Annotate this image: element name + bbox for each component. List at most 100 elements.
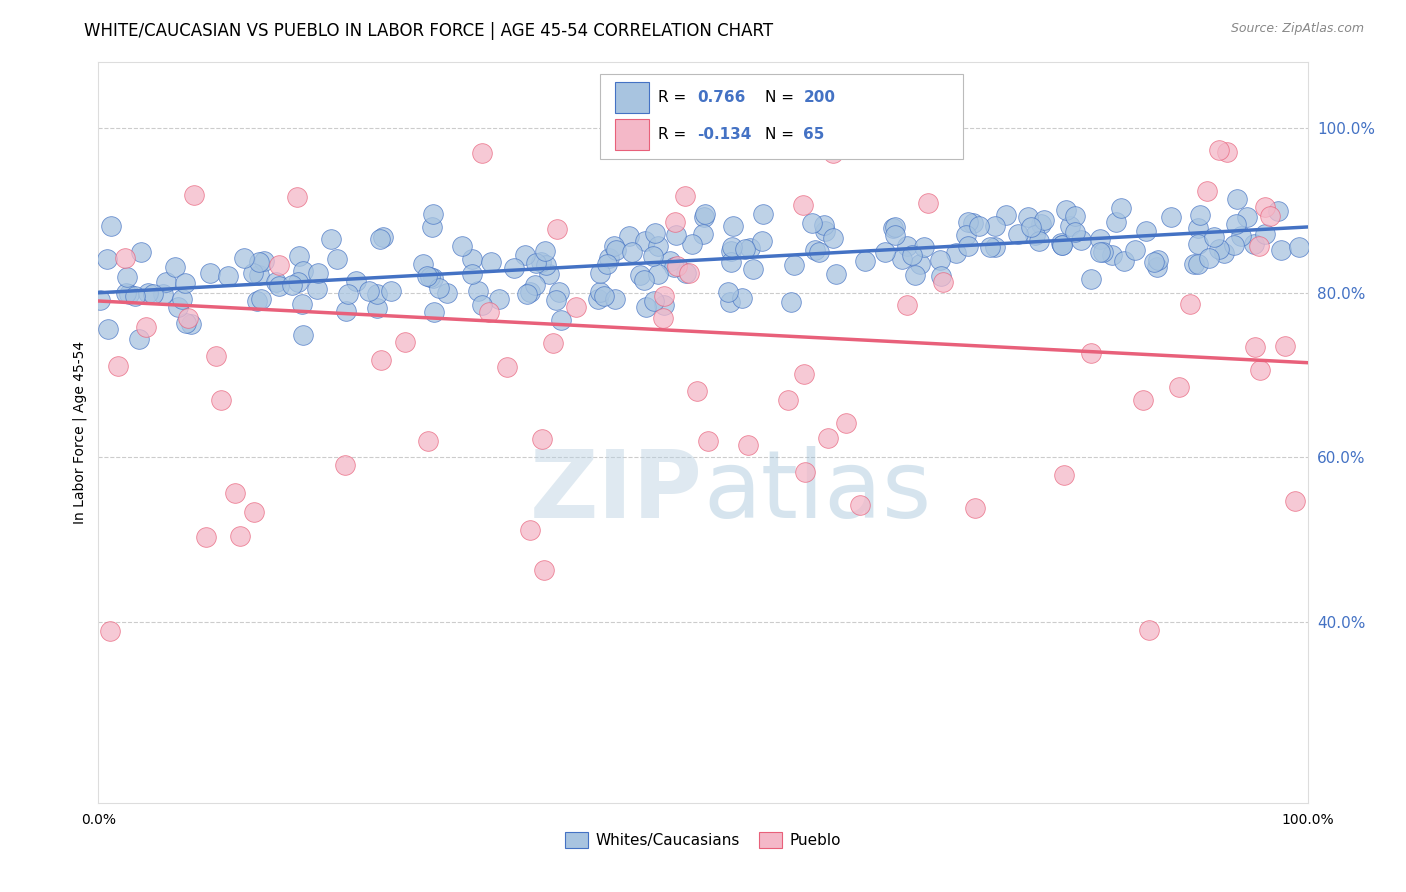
Point: [896, 298, 918, 312]
Point: [593, 289, 616, 303]
Point: [731, 292, 754, 306]
Point: [776, 392, 799, 407]
Point: [467, 284, 489, 298]
Point: [1123, 243, 1146, 257]
FancyBboxPatch shape: [600, 73, 963, 159]
Point: [321, 232, 343, 246]
Point: [1146, 260, 1168, 275]
Point: [1142, 255, 1164, 269]
Point: [849, 498, 872, 512]
Point: [96, 252, 118, 266]
Point: [217, 268, 239, 283]
Point: [519, 523, 541, 537]
Point: [823, 231, 845, 245]
Point: [537, 267, 560, 281]
Point: [1028, 234, 1050, 248]
Point: [891, 252, 914, 266]
Point: [98, 624, 121, 638]
Point: [307, 267, 329, 281]
Point: [651, 310, 673, 325]
Point: [394, 335, 416, 350]
Point: [117, 287, 139, 301]
Point: [652, 298, 675, 312]
Point: [1274, 339, 1296, 353]
Point: [1243, 340, 1265, 354]
Point: [205, 349, 228, 363]
Point: [673, 189, 696, 203]
Point: [177, 311, 200, 326]
Point: [530, 255, 553, 269]
Point: [1184, 257, 1206, 271]
Point: [478, 305, 501, 319]
Point: [965, 501, 987, 516]
Point: [884, 219, 907, 234]
Point: [250, 292, 273, 306]
Point: [366, 287, 388, 301]
Point: [1168, 380, 1191, 394]
Point: [136, 285, 159, 300]
Point: [605, 243, 627, 257]
Point: [1064, 209, 1087, 223]
Point: [1137, 623, 1160, 637]
Point: [546, 222, 568, 236]
Point: [502, 260, 524, 275]
Point: [1033, 213, 1056, 227]
Point: [686, 384, 709, 399]
Point: [1198, 251, 1220, 265]
Point: [1007, 227, 1029, 241]
Point: [717, 285, 740, 299]
Point: [678, 266, 700, 280]
Point: [641, 249, 664, 263]
Point: [249, 268, 271, 282]
Point: [710, 104, 733, 119]
Point: [737, 437, 759, 451]
Point: [1187, 221, 1209, 235]
Point: [1064, 225, 1087, 239]
Point: [242, 266, 264, 280]
Point: [945, 246, 967, 260]
Point: [247, 255, 270, 269]
Point: [107, 359, 129, 373]
Text: WHITE/CAUCASIAN VS PUEBLO IN LABOR FORCE | AGE 45-54 CORRELATION CHART: WHITE/CAUCASIAN VS PUEBLO IN LABOR FORCE…: [84, 22, 773, 40]
Point: [1017, 211, 1039, 225]
Point: [422, 271, 444, 285]
Point: [955, 228, 977, 243]
Point: [269, 279, 291, 293]
Point: [967, 219, 990, 233]
Point: [1230, 228, 1253, 243]
Point: [135, 320, 157, 334]
Point: [380, 284, 402, 298]
Point: [929, 253, 952, 268]
Text: N =: N =: [765, 90, 799, 104]
Point: [541, 336, 564, 351]
Text: 0.766: 0.766: [697, 90, 745, 104]
Point: [531, 432, 554, 446]
Point: [718, 295, 741, 310]
Point: [1236, 211, 1258, 225]
Point: [1080, 346, 1102, 360]
Text: Source: ZipAtlas.com: Source: ZipAtlas.com: [1230, 22, 1364, 36]
Point: [1284, 494, 1306, 508]
Point: [183, 187, 205, 202]
Point: [519, 285, 541, 300]
Point: [174, 316, 197, 330]
Text: R =: R =: [658, 127, 692, 142]
Point: [416, 434, 439, 448]
Point: [903, 268, 925, 283]
Point: [1031, 217, 1053, 231]
Point: [752, 207, 775, 221]
Point: [368, 232, 391, 246]
Point: [1059, 219, 1081, 234]
Point: [994, 208, 1017, 222]
Point: [1213, 246, 1236, 260]
Point: [835, 416, 858, 430]
Point: [900, 247, 922, 261]
Point: [634, 300, 657, 314]
Point: [693, 210, 716, 224]
Point: [634, 234, 657, 248]
Point: [1243, 236, 1265, 251]
Bar: [614, 119, 648, 150]
Point: [697, 434, 720, 448]
Point: [664, 215, 686, 229]
Text: 65: 65: [803, 127, 825, 142]
